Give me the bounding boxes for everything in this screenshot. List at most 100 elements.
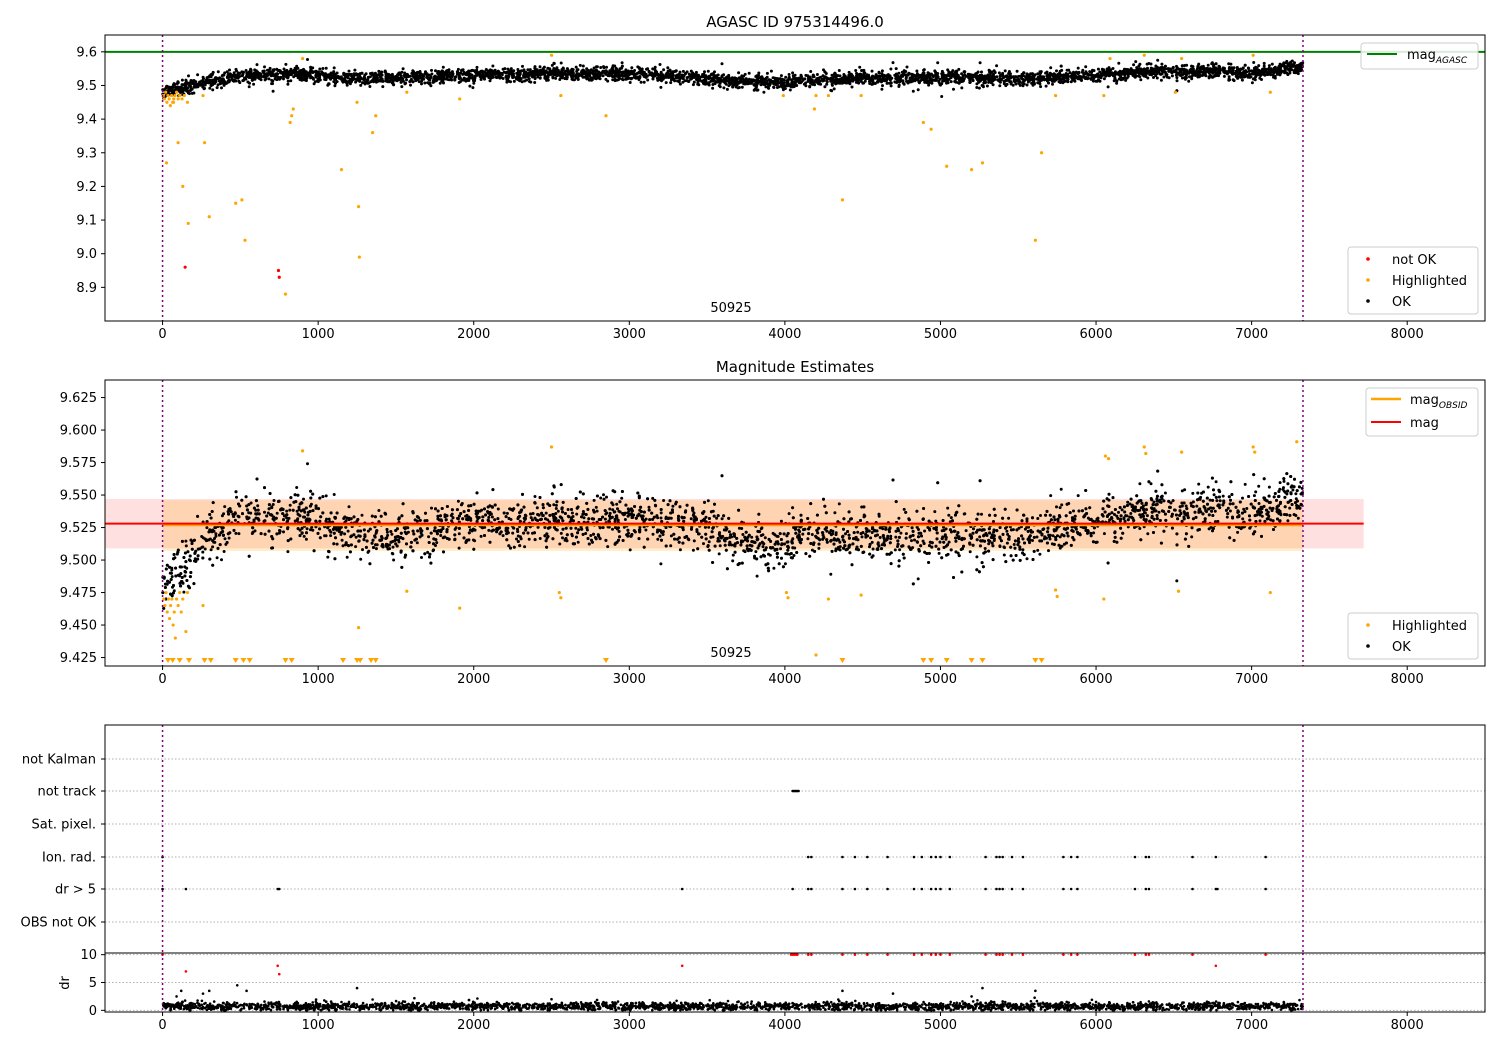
ok-point bbox=[578, 63, 582, 67]
ok-point bbox=[423, 81, 427, 85]
ok-point bbox=[430, 72, 434, 76]
ok-point bbox=[923, 74, 927, 78]
ok-point bbox=[859, 72, 862, 76]
ok-point bbox=[694, 74, 698, 78]
ok-point bbox=[1241, 75, 1245, 79]
ok-point bbox=[753, 83, 757, 87]
ok-point bbox=[1278, 64, 1282, 68]
ok-point bbox=[1186, 70, 1189, 74]
ok-point bbox=[1036, 81, 1040, 85]
highlighted-point bbox=[243, 238, 247, 242]
ok-point bbox=[1036, 72, 1040, 76]
ok-point bbox=[1008, 74, 1012, 78]
ok-point bbox=[1106, 72, 1110, 76]
xtick-label: 1000 bbox=[302, 327, 335, 342]
ok-point bbox=[435, 78, 439, 82]
ok-point bbox=[880, 69, 884, 73]
ok-point bbox=[941, 76, 945, 80]
ok-point bbox=[765, 71, 769, 75]
ok-point bbox=[1025, 83, 1029, 87]
ok-point bbox=[1243, 63, 1247, 67]
ok-point bbox=[888, 74, 892, 78]
ok-point bbox=[196, 73, 200, 77]
ok-point bbox=[1111, 67, 1115, 70]
ok-point bbox=[876, 80, 880, 84]
ok-point bbox=[1117, 61, 1121, 65]
panel1-legend-upper: magAGASC bbox=[1360, 42, 1479, 70]
ok-point bbox=[305, 76, 309, 80]
ok-point bbox=[373, 71, 377, 75]
ok-point bbox=[442, 81, 445, 85]
ok-point bbox=[317, 70, 320, 74]
ok-point bbox=[321, 67, 325, 70]
ok-point bbox=[1007, 72, 1011, 75]
ok-point bbox=[833, 71, 837, 75]
ok-point bbox=[923, 80, 927, 84]
ok-point bbox=[232, 71, 236, 75]
ok-point bbox=[829, 88, 833, 92]
highlighted-point bbox=[781, 93, 785, 98]
ok-point bbox=[1152, 67, 1156, 71]
ok-point bbox=[1134, 60, 1138, 64]
ok-point bbox=[302, 67, 305, 71]
ok-point bbox=[1286, 73, 1290, 76]
highlighted-point bbox=[290, 114, 294, 118]
ok-point bbox=[621, 78, 625, 82]
highlighted-point bbox=[180, 97, 184, 101]
ok-point bbox=[1015, 69, 1019, 73]
ok-point bbox=[640, 72, 644, 76]
xtick-label: 4000 bbox=[768, 327, 801, 342]
ok-point bbox=[954, 69, 958, 73]
ok-point bbox=[399, 80, 403, 84]
ok-point bbox=[546, 75, 550, 79]
ok-point bbox=[947, 77, 951, 81]
ok-point bbox=[1089, 73, 1093, 77]
ok-point bbox=[933, 69, 937, 73]
ok-point bbox=[460, 68, 464, 72]
ok-point bbox=[516, 76, 520, 80]
ok-point bbox=[605, 65, 608, 69]
ok-point bbox=[545, 78, 549, 82]
ok-point bbox=[400, 85, 404, 89]
ok-point bbox=[1117, 71, 1120, 74]
ytick-label: 9.1 bbox=[76, 214, 97, 229]
ok-point bbox=[238, 72, 242, 75]
ok-point bbox=[295, 71, 299, 75]
highlighted-point bbox=[559, 93, 563, 98]
not-ok-point bbox=[277, 275, 281, 279]
ok-point bbox=[843, 80, 847, 84]
ok-point bbox=[533, 65, 537, 69]
ok-point bbox=[225, 70, 229, 74]
highlighted-point bbox=[357, 255, 361, 259]
ok-point bbox=[1131, 70, 1135, 74]
ok-point bbox=[648, 73, 652, 77]
ok-point bbox=[1091, 68, 1094, 72]
ok-point bbox=[607, 74, 611, 78]
ok-point bbox=[580, 74, 584, 78]
ok-point bbox=[1120, 70, 1124, 74]
ok-point bbox=[639, 80, 643, 84]
ok-point bbox=[737, 76, 741, 80]
ok-point bbox=[574, 73, 578, 77]
ok-point bbox=[644, 75, 648, 79]
ok-point bbox=[1205, 70, 1208, 74]
ok-point bbox=[352, 74, 356, 77]
ok-point bbox=[523, 71, 527, 75]
ok-point bbox=[991, 83, 995, 87]
ok-point bbox=[248, 81, 251, 85]
ok-point bbox=[810, 82, 814, 86]
ok-point bbox=[1286, 62, 1290, 66]
ok-point bbox=[783, 87, 787, 90]
ok-point bbox=[1163, 64, 1167, 68]
ok-point bbox=[804, 84, 808, 88]
ok-point bbox=[671, 70, 675, 74]
ok-point bbox=[501, 67, 505, 71]
ok-point bbox=[930, 78, 934, 82]
ok-point bbox=[467, 69, 471, 73]
ok-point bbox=[681, 77, 685, 81]
ok-point bbox=[659, 73, 663, 77]
ok-point bbox=[402, 74, 406, 77]
ok-point bbox=[614, 78, 618, 82]
ok-point bbox=[617, 78, 620, 82]
ok-point bbox=[940, 95, 944, 98]
